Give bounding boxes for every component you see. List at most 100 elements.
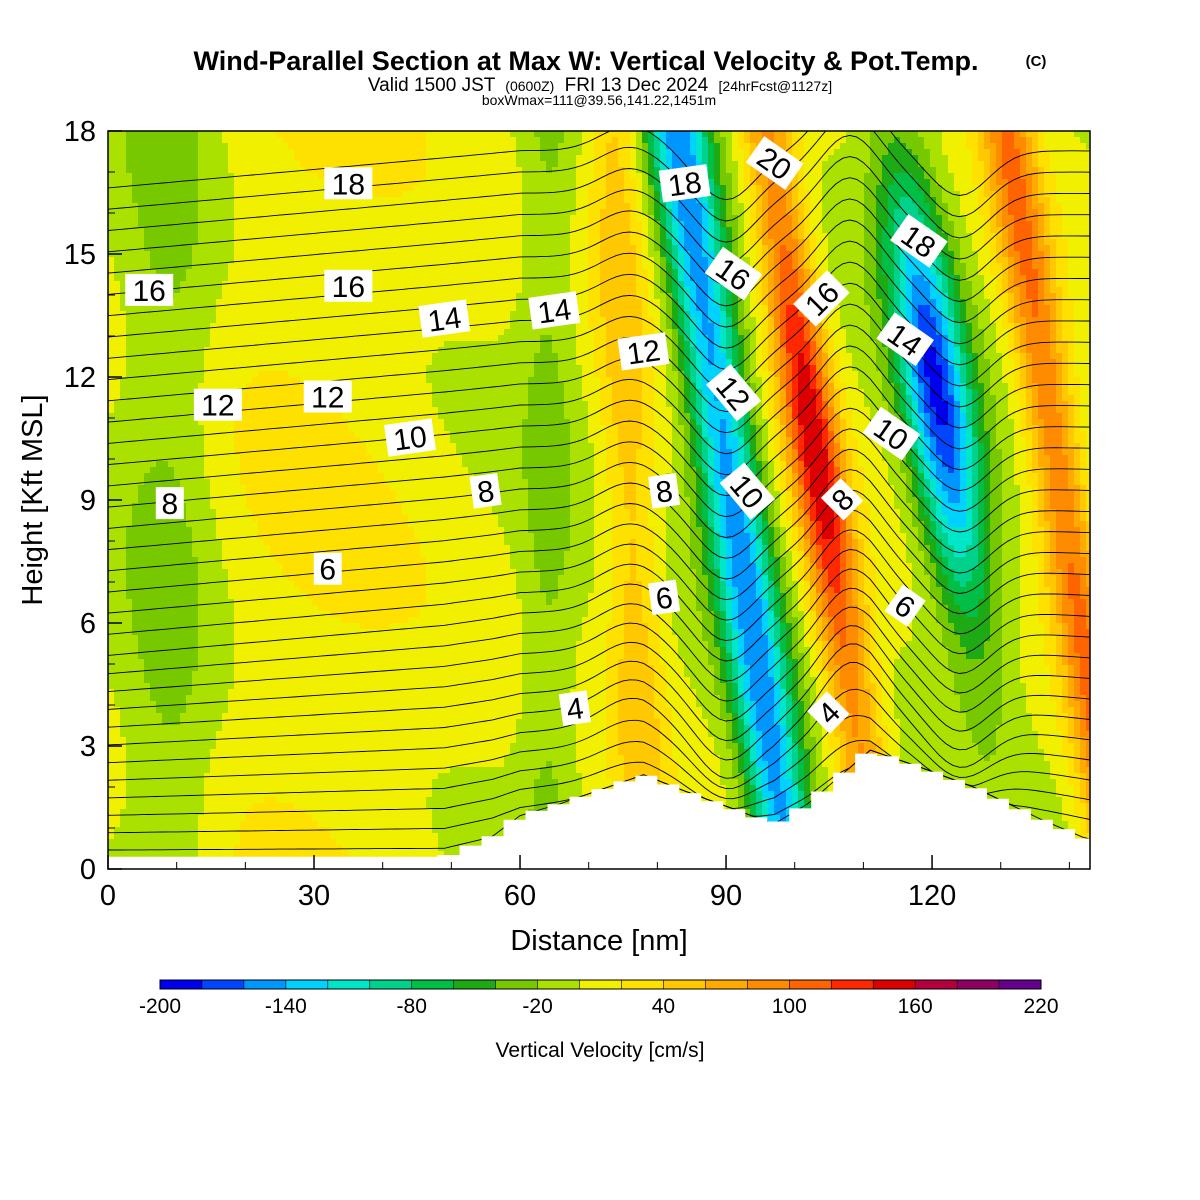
contour-label-text: 16 [133, 275, 166, 308]
colorbar-swatch [453, 980, 496, 989]
theta-contour-line [108, 529, 1090, 642]
colorbar-swatch [957, 980, 1000, 989]
colorbar-swatch [495, 980, 538, 989]
colorbar-swatch [999, 980, 1042, 989]
contour-label-text: 8 [654, 475, 675, 510]
theta-contour-line [108, 509, 1090, 621]
theta-contour-line [108, 131, 1090, 222]
contour-label: 6 [313, 552, 342, 587]
contour-label: 8 [648, 473, 681, 510]
contour-label-text: 8 [161, 488, 178, 521]
theta-contour-line [108, 219, 1090, 328]
theta-contour-line [108, 587, 1090, 702]
contour-label-text: 16 [332, 271, 365, 304]
x-tick-label: 30 [298, 880, 330, 912]
colorbar-tick-label: -200 [139, 995, 181, 1018]
contour-label: 14 [418, 299, 471, 339]
colorbar-swatch [285, 980, 329, 989]
theta-contour-line [108, 688, 1090, 790]
colorbar-swatch [537, 980, 580, 989]
theta-contour-line [108, 240, 1090, 349]
theta-contour-line [108, 489, 1090, 601]
colorbar-swatch [915, 980, 958, 989]
colorbar-swatch [621, 980, 664, 989]
theta-contour-line [108, 387, 1090, 497]
theta-contour-line [108, 428, 1090, 538]
contour-label-text: 6 [654, 581, 675, 616]
theta-contour-line [108, 549, 1090, 662]
y-tick-label: 9 [80, 485, 96, 517]
theta-contour-line [108, 198, 1090, 307]
x-tick-label: 120 [908, 880, 956, 912]
chart-title: Wind-Parallel Section at Max W: Vertical… [194, 46, 979, 76]
theta-contour-line [108, 134, 1090, 243]
box-wmax-info: boxWmax=111@39.56,141.22,1451m [482, 92, 716, 108]
valid-utc: (0600Z) [505, 78, 554, 94]
theta-contour-line [108, 606, 1090, 722]
colorbar-tick-label: 40 [652, 995, 675, 1018]
colorbar-swatch [201, 980, 245, 989]
colorbar-swatch [705, 980, 748, 989]
colorbar-swatch [243, 980, 287, 989]
y-tick-label: 18 [64, 116, 96, 148]
theta-contour-line [108, 469, 1090, 580]
contour-label: 20 [745, 136, 804, 190]
theta-contour-line [108, 643, 1090, 761]
colorbar-swatch [747, 980, 790, 989]
terrain-shape [108, 753, 1090, 869]
contour-label: 12 [617, 332, 670, 372]
forecast-info: [24hrFcst@1127z] [719, 78, 833, 94]
theta-contour-line [108, 739, 1090, 816]
x-axis: 0 30 60 90 120 [100, 855, 1070, 912]
contour-label: 18 [324, 167, 373, 201]
terrain [108, 753, 1090, 869]
colorbar-swatch [831, 980, 874, 989]
contour-label: 10 [384, 418, 437, 458]
copyright-mark: (C) [1026, 53, 1047, 70]
colorbar: -200 -140 -80 -20 40 100 160 220 [139, 979, 1059, 1018]
contour-label-text: 14 [536, 293, 574, 330]
valid-date: FRI 13 Dec 2024 [565, 75, 709, 96]
theta-contour-line [108, 625, 1090, 742]
colorbar-frame [159, 979, 1042, 990]
theta-contour-line [108, 714, 1090, 800]
theta-contour-line [108, 345, 1090, 455]
valid-time-line: Valid 1500 JST (0600Z) FRI 13 Dec 2024 [… [368, 75, 832, 96]
contour-label-text: 4 [564, 692, 585, 727]
contour-label-text: 18 [666, 166, 704, 203]
y-axis-label: Height [Kft MSL] [17, 394, 49, 605]
contour-label: 6 [648, 579, 681, 616]
theta-contour-line [108, 131, 1090, 201]
theta-contour-line [108, 303, 1090, 413]
theta-contour-line [108, 448, 1090, 559]
theta-contour-line [108, 662, 1090, 779]
colorbar-swatch [327, 980, 371, 989]
theta-contour-line [108, 568, 1090, 682]
y-tick-label: 15 [64, 239, 96, 271]
y-tick-label: 3 [80, 731, 96, 763]
x-axis-label: Distance [nm] [510, 925, 687, 957]
contour-label: 8 [155, 487, 184, 521]
colorbar-swatch [873, 980, 916, 989]
colorbar-tick-label: -20 [522, 995, 552, 1018]
contour-label-text: 10 [391, 420, 429, 457]
colorbar-tick-label: 220 [1023, 995, 1058, 1018]
colorbar-swatch [369, 980, 413, 989]
contour-label: 12 [193, 388, 242, 423]
colorbar-swatch [160, 980, 203, 989]
theta-contour-line [108, 282, 1090, 391]
contour-label-text: 8 [475, 475, 496, 510]
colorbar-swatch [789, 980, 832, 989]
x-tick-label: 90 [710, 880, 742, 912]
contour-label: 14 [528, 291, 581, 331]
x-tick-label: 60 [504, 880, 536, 912]
contour-label: 12 [303, 380, 352, 415]
valid-prefix: Valid 1500 JST [368, 75, 496, 96]
y-axis: 0 3 6 9 12 15 18 [64, 116, 122, 886]
contour-label: 16 [324, 269, 373, 304]
y-tick-label: 12 [64, 362, 96, 394]
theta-contour-line [108, 407, 1090, 518]
